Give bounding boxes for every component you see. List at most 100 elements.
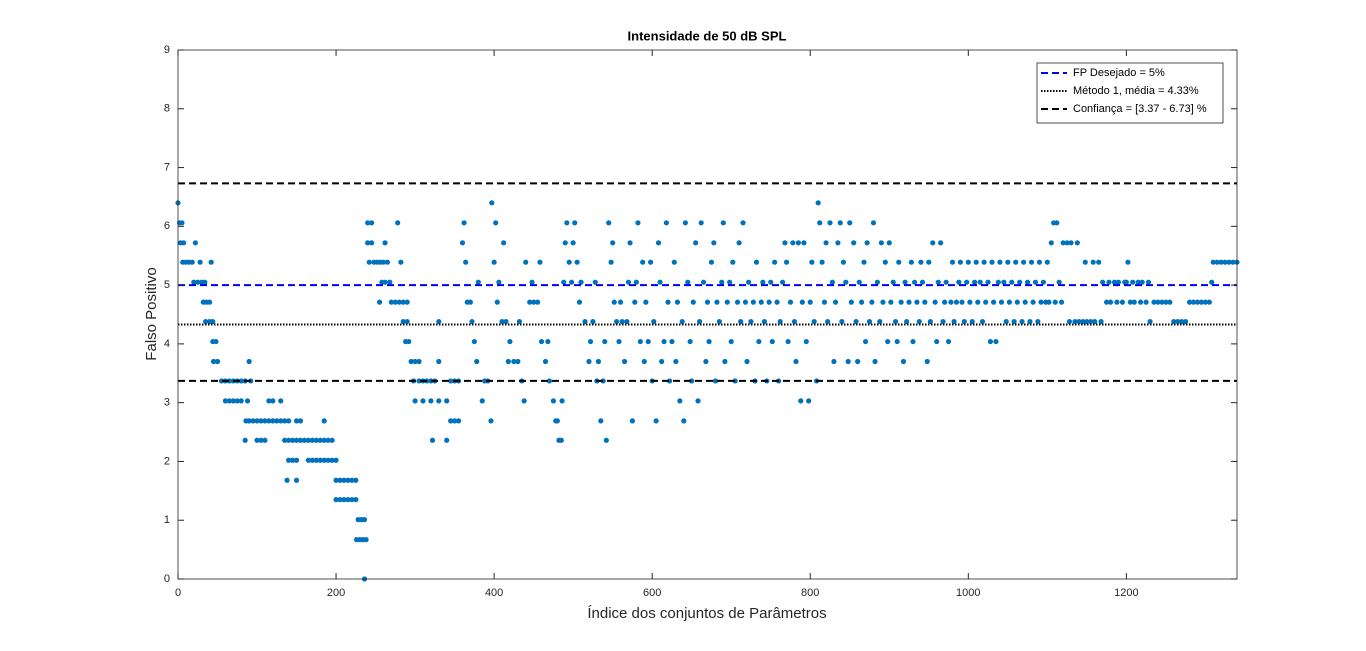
data-point (1038, 299, 1044, 305)
data-point (941, 299, 948, 305)
data-point (1151, 299, 1157, 305)
data-point (874, 279, 881, 285)
data-point (945, 338, 952, 345)
data-point (459, 240, 466, 246)
data-point (866, 318, 873, 325)
data-point (523, 259, 529, 265)
data-point (696, 318, 703, 325)
data-point (499, 318, 505, 325)
data-point (1226, 259, 1232, 265)
legend-label: FP Desejado = 5% (1073, 67, 1165, 79)
data-point (948, 299, 954, 305)
data-point (392, 299, 398, 305)
data-point (576, 299, 583, 305)
data-point (949, 259, 956, 265)
data-point (305, 437, 311, 443)
data-point (847, 220, 853, 226)
data-point (1175, 318, 1181, 325)
data-point (461, 220, 467, 226)
data-point (603, 437, 609, 443)
data-point (997, 259, 1003, 265)
data-point (208, 259, 214, 265)
data-point (1218, 259, 1224, 265)
data-point (274, 418, 280, 424)
data-point (1084, 318, 1090, 325)
data-point (250, 418, 256, 424)
data-point (503, 318, 509, 325)
data-point (337, 497, 343, 503)
data-point (1064, 240, 1070, 246)
data-point (1143, 299, 1149, 305)
data-point (1183, 318, 1189, 325)
data-point (1040, 279, 1046, 285)
data-point (910, 338, 916, 345)
data-point (681, 418, 687, 424)
data-point (582, 318, 588, 325)
data-point (1098, 318, 1104, 325)
data-point (1106, 279, 1112, 285)
data-point (1163, 299, 1169, 305)
data-point (345, 477, 351, 483)
data-point (266, 398, 272, 404)
data-point (973, 259, 979, 265)
data-point (957, 259, 963, 265)
data-point (1066, 318, 1073, 325)
data-point (416, 378, 422, 384)
data-point (611, 299, 617, 305)
data-point (1019, 318, 1025, 325)
data-point (436, 398, 442, 404)
data-point (1130, 279, 1136, 285)
data-point (408, 358, 414, 365)
data-point (1068, 240, 1074, 246)
data-point (561, 279, 567, 285)
data-point (951, 318, 957, 325)
data-point (641, 358, 647, 365)
data-point (608, 259, 614, 265)
data-point (995, 279, 1001, 285)
data-point (467, 299, 474, 305)
data-point (192, 240, 198, 246)
data-point (712, 378, 719, 384)
data-point (400, 318, 406, 325)
data-point (562, 240, 568, 246)
data-point (819, 259, 825, 265)
data-point (293, 457, 300, 463)
data-point (882, 259, 888, 265)
data-point (629, 418, 636, 424)
data-point (932, 299, 938, 305)
y-tick-label: 4 (164, 338, 170, 350)
data-point (222, 398, 229, 404)
data-point (527, 299, 533, 305)
data-point (904, 318, 910, 325)
data-point (254, 418, 260, 424)
data-point (1032, 279, 1039, 285)
data-point (716, 318, 722, 325)
data-point (983, 299, 989, 305)
data-point (740, 220, 746, 226)
data-point (663, 220, 670, 226)
data-point (687, 338, 693, 345)
data-point (1046, 299, 1052, 305)
data-point (463, 259, 469, 265)
data-point (1194, 299, 1201, 305)
data-point (965, 259, 971, 265)
data-point (624, 318, 630, 325)
data-point (1028, 259, 1035, 265)
data-point (286, 457, 292, 463)
data-point (1135, 279, 1141, 285)
data-point (1072, 318, 1078, 325)
data-point (1202, 299, 1208, 305)
data-point (238, 398, 244, 404)
data-point (444, 437, 450, 443)
data-point (538, 338, 545, 345)
data-point (568, 279, 575, 285)
data-point (282, 418, 288, 424)
data-point (1139, 279, 1145, 285)
data-point (317, 457, 323, 463)
data-point (262, 418, 268, 424)
data-point (801, 240, 807, 246)
data-point (744, 358, 750, 365)
data-point (806, 398, 812, 404)
data-point (864, 240, 870, 246)
data-point (448, 378, 454, 384)
